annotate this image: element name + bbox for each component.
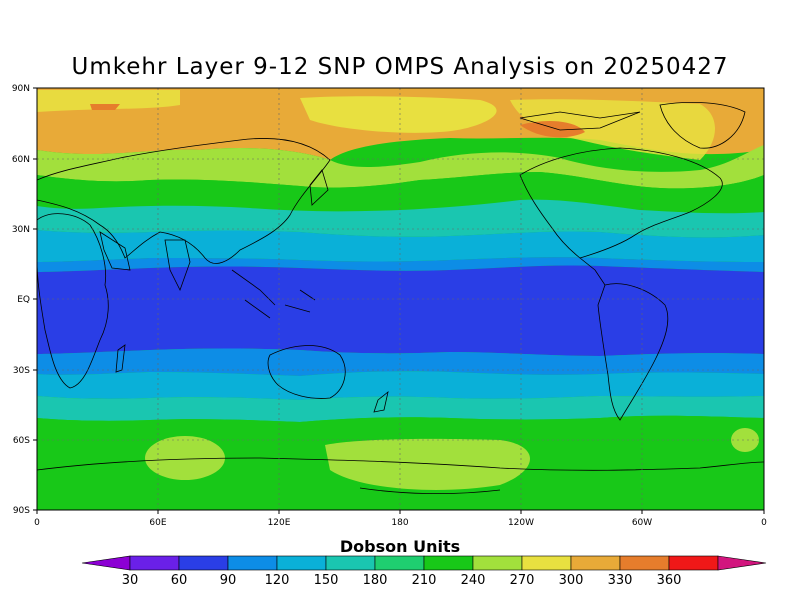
lon-label: 60W: [632, 518, 652, 528]
lon-label: 0: [761, 518, 767, 528]
lat-label: 60S: [13, 436, 30, 446]
colorbar-tick-label: 300: [559, 573, 584, 588]
colorbar-swatch: [521, 555, 572, 571]
colorbar-title: Dobson Units: [339, 537, 461, 556]
colorbar-tick-label: 120: [265, 573, 290, 588]
lat-label: 30N: [12, 225, 30, 235]
colorbar-swatch: [570, 555, 621, 571]
lon-label: 0: [34, 518, 40, 528]
lon-label: 120E: [268, 518, 291, 528]
colorbar-max-arrow: [717, 555, 767, 571]
axis-ticks: [33, 87, 765, 514]
lat-label: EQ: [17, 295, 30, 305]
colorbar: 30 60 90 120 150 180 210 240 270 300 330 360: [81, 555, 767, 588]
colorbar-tick-label: 180: [363, 573, 388, 588]
colorbar-tick-label: 330: [608, 573, 633, 588]
colorbar-swatch: [129, 555, 180, 571]
lon-label: 120W: [508, 518, 534, 528]
lat-labels: 90N 60N 30N EQ 30S 60S 90S: [12, 84, 30, 516]
colorbar-swatch: [374, 555, 425, 571]
coastlines: [37, 102, 764, 495]
lat-label: 90S: [13, 506, 30, 516]
colorbar-min-arrow: [81, 555, 131, 571]
colorbar-tick-label: 270: [510, 573, 535, 588]
lat-label: 60N: [12, 155, 30, 165]
colorbar-tick-label: 60: [171, 573, 188, 588]
colorbar-swatch: [227, 555, 278, 571]
ozone-field: [37, 88, 764, 510]
colorbar-swatch: [668, 555, 719, 571]
colorbar-swatch: [619, 555, 670, 571]
colorbar-tick-label: 210: [412, 573, 437, 588]
lat-label: 90N: [12, 84, 30, 94]
lon-labels: 0 60E 120E 180 120W 60W 0: [34, 518, 767, 528]
colorbar-swatch: [325, 555, 376, 571]
colorbar-tick-label: 240: [461, 573, 486, 588]
graticule: [37, 88, 764, 510]
colorbar-tick-label: 150: [314, 573, 339, 588]
colorbar-swatch: [178, 555, 229, 571]
colorbar-tick-label: 30: [122, 573, 139, 588]
lon-label: 180: [391, 518, 408, 528]
colorbar-swatch: [276, 555, 327, 571]
colorbar-tick-label: 90: [220, 573, 237, 588]
map-title: Umkehr Layer 9-12 SNP OMPS Analysis on 2…: [71, 54, 729, 80]
lat-label: 30S: [13, 366, 30, 376]
lon-label: 60E: [149, 518, 166, 528]
colorbar-swatch: [472, 555, 523, 571]
colorbar-tick-label: 360: [657, 573, 682, 588]
colorbar-swatch: [423, 555, 474, 571]
